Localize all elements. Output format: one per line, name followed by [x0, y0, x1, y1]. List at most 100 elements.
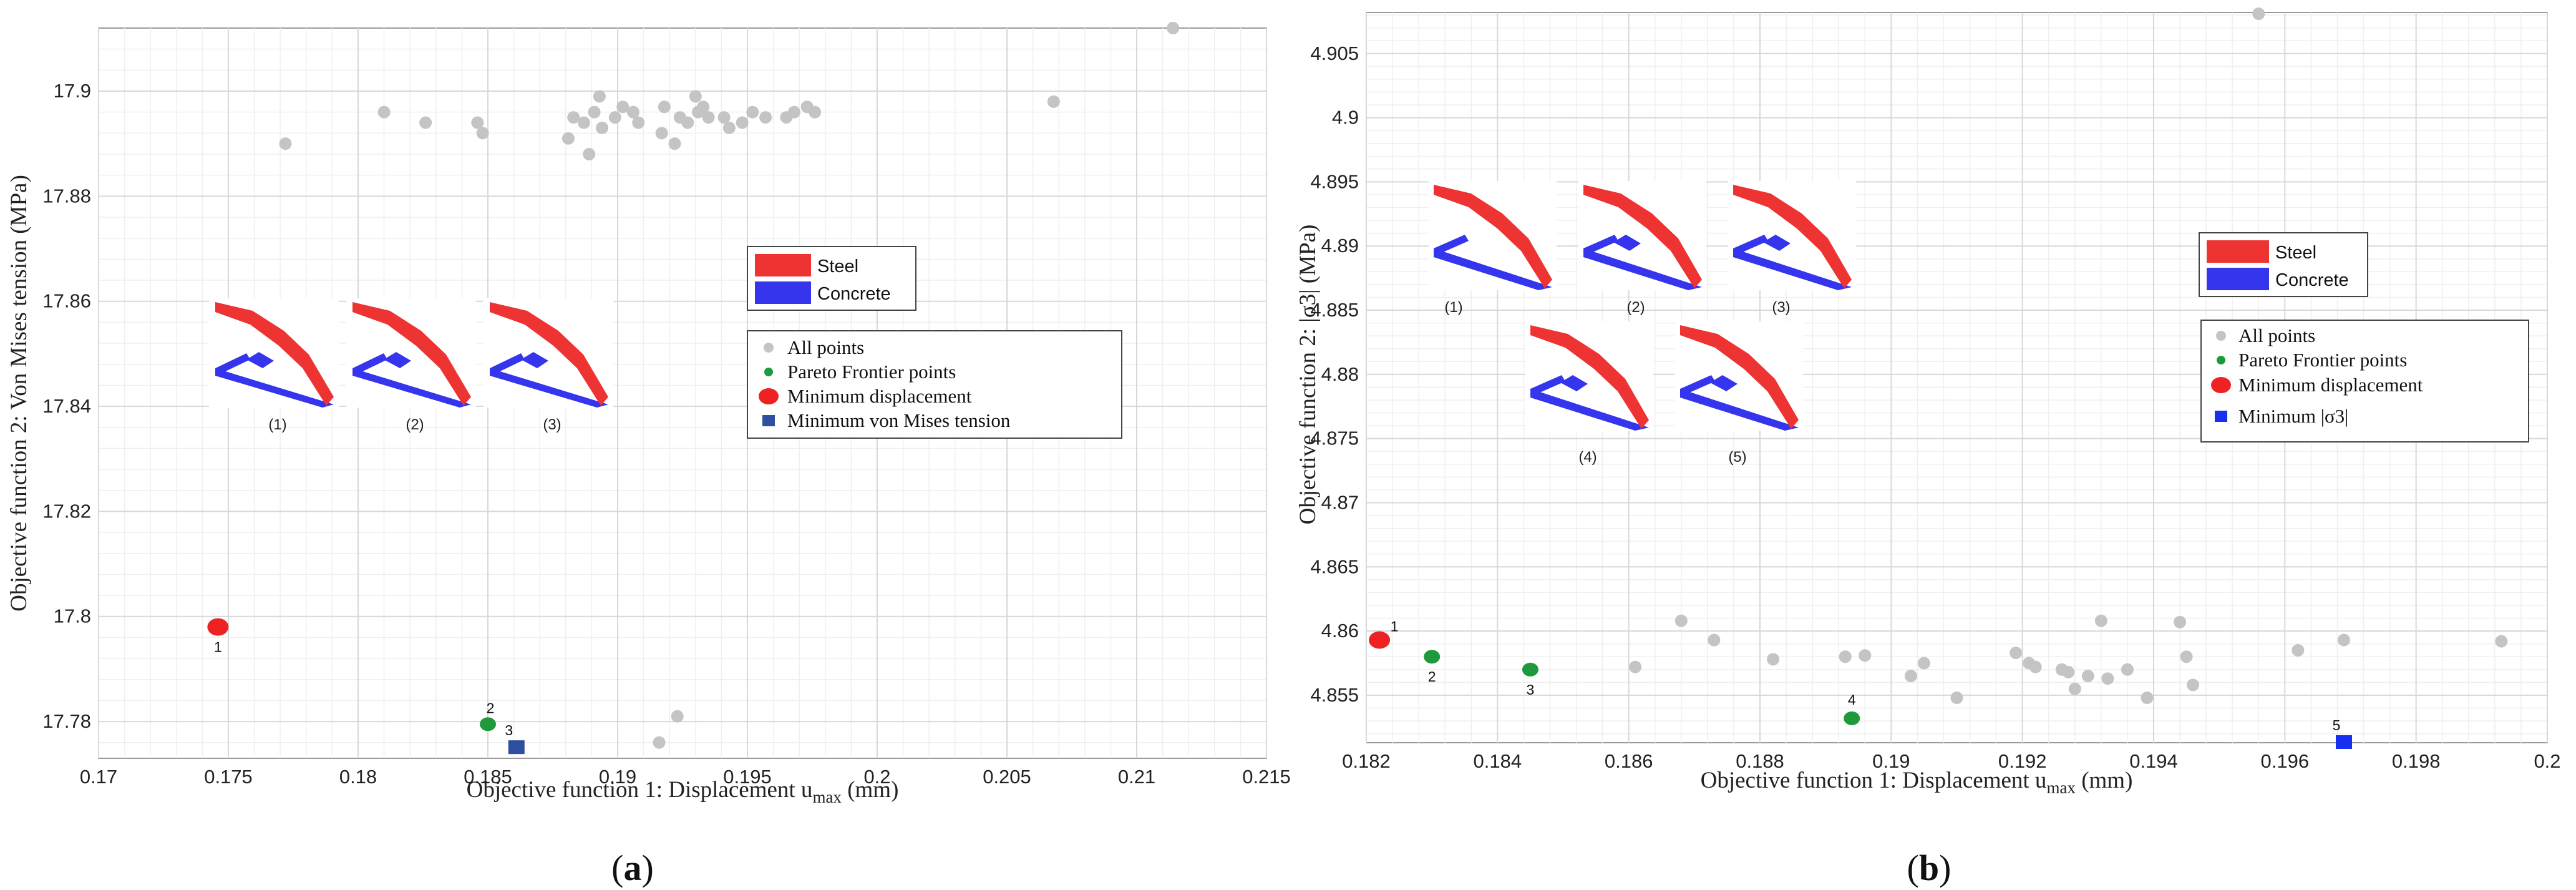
- legend-pareto-marker: [764, 368, 773, 376]
- ticks-b: 0.182 0.184 0.186 0.188 0.19 0.192 0.194 0.196 0…: [1310, 42, 2560, 772]
- all-point: [759, 111, 772, 124]
- concrete-member: [246, 352, 274, 368]
- thumbnail-a-3: (3): [484, 298, 613, 433]
- x-tick-label: 0.205: [983, 766, 1031, 788]
- y-tick-label: 4.895: [1310, 170, 1359, 192]
- concrete-member: [490, 353, 525, 374]
- concrete-member: [1763, 235, 1791, 251]
- concrete-member: [1530, 389, 1649, 431]
- x-tick-label: 0.186: [1605, 750, 1653, 772]
- all-point: [577, 116, 590, 129]
- all-point: [1839, 650, 1852, 663]
- concrete-member: [1530, 375, 1565, 395]
- legend-concrete-label: Concrete: [2275, 270, 2349, 290]
- legend-all-label: All points: [787, 336, 864, 358]
- point-label: 1: [1391, 619, 1399, 635]
- legend-all-marker: [764, 343, 774, 353]
- y-tick-label: 17.88: [42, 185, 91, 207]
- all-point: [1767, 653, 1780, 666]
- concrete-member: [1583, 248, 1702, 290]
- ticks-a: 0.17 0.175 0.18 0.185 0.19 0.195 0.2 0.205 0.21 0…: [42, 80, 1290, 788]
- all-point: [653, 736, 666, 749]
- all-point: [1674, 614, 1688, 627]
- panel-label-a: (a): [611, 848, 654, 888]
- concrete-member: [215, 353, 250, 374]
- all-point: [668, 137, 681, 150]
- all-point: [1629, 660, 1642, 673]
- x-tick-label: 0.17: [80, 766, 117, 788]
- concrete-member: [1613, 235, 1641, 251]
- all-point: [2029, 660, 2042, 673]
- all-point: [809, 105, 822, 119]
- all-point: [632, 116, 645, 129]
- thumbnail-label: (1): [268, 416, 286, 433]
- concrete-member: [352, 368, 471, 408]
- all-point: [746, 105, 759, 119]
- steel-member: [352, 302, 471, 406]
- x-tick-label: 0.192: [1998, 750, 2047, 772]
- legend-pareto-marker: [2217, 356, 2225, 364]
- concrete-member: [1560, 375, 1588, 391]
- thumbnails-a: (1) (2) (3): [209, 298, 613, 433]
- y-tick-label: 4.855: [1310, 684, 1359, 706]
- chart-a: 0.17 0.175 0.18 0.185 0.19 0.195 0.2 0.205 0.21 0…: [6, 22, 1291, 888]
- concrete-member: [490, 368, 608, 408]
- y-tick-label: 4.905: [1310, 42, 1359, 64]
- concrete-member: [1733, 248, 1852, 290]
- thumbnail-b-4: (4): [1525, 321, 1653, 466]
- series-legend-b: All points Pareto Frontier points Minimu…: [2200, 320, 2529, 443]
- y-tick-label: 17.86: [42, 290, 91, 312]
- thumbnail-label: (3): [1772, 299, 1790, 316]
- series-legend-a: All points Pareto Frontier points Minimu…: [747, 330, 1122, 439]
- thumbnial-b-1: (1): [1429, 181, 1557, 316]
- y-tick-label: 4.88: [1321, 363, 1359, 385]
- chart-b: 0.182 0.184 0.186 0.188 0.19 0.192 0.194 0.196 0…: [1295, 7, 2561, 888]
- concrete-member: [352, 353, 387, 374]
- x-tick-label: 0.19: [1872, 750, 1910, 772]
- steel-member: [1530, 325, 1649, 429]
- concrete-swatch: [2207, 268, 2269, 290]
- legend-min-obj-label: Minimum |σ3|: [2238, 405, 2348, 427]
- y-axis-label-b: Objective function 2: |σ3| (MPa): [1295, 225, 1321, 525]
- all-point: [2141, 692, 2154, 705]
- x-tick-label: 0.18: [339, 766, 377, 788]
- concrete-member: [521, 352, 548, 368]
- y-axis-label-a: Objective function 2: Von Mises tension …: [6, 175, 32, 612]
- x-tick-label: 0.19: [599, 766, 636, 788]
- x-tick-label: 0.188: [1736, 750, 1784, 772]
- point-label: 3: [1527, 682, 1535, 698]
- all-point: [2187, 678, 2200, 692]
- all-point: [279, 137, 292, 150]
- all-point: [588, 105, 601, 119]
- concrete-member: [1583, 235, 1618, 255]
- concrete-member: [1710, 375, 1738, 391]
- all-point: [697, 100, 710, 114]
- steel-swatch: [755, 254, 811, 276]
- legend-min-disp-marker: [2211, 377, 2231, 393]
- all-point: [681, 116, 694, 129]
- x-tick-label: 0.185: [464, 766, 512, 788]
- legend-min-disp-marker: [759, 388, 779, 404]
- thumbnail-a-1: (1): [209, 298, 339, 433]
- pareto-point: [1522, 662, 1538, 677]
- all-point: [471, 116, 484, 129]
- all-point: [2081, 670, 2094, 683]
- x-tick-label: 0.196: [2261, 750, 2310, 772]
- x-tick-label: 0.194: [2129, 750, 2178, 772]
- all-point: [2292, 643, 2305, 657]
- x-tick-label: 0.182: [1342, 750, 1391, 772]
- point-label: 2: [1428, 668, 1436, 685]
- all-point: [2121, 663, 2134, 676]
- all-point: [736, 116, 749, 129]
- legend-min-obj-marker: [762, 415, 775, 426]
- pareto-point: [1424, 650, 1441, 664]
- all-point: [1904, 670, 1917, 683]
- legend-steel-label: Steel: [817, 257, 858, 276]
- all-point: [2094, 614, 2107, 627]
- y-tick-label: 17.8: [54, 605, 91, 627]
- legend-pareto-label: Pareto Frontier points: [2238, 349, 2407, 371]
- all-point: [583, 148, 596, 161]
- all-point: [626, 105, 639, 119]
- panel-label-b: (b): [1907, 848, 1951, 888]
- thumbnail-label: (4): [1578, 449, 1597, 466]
